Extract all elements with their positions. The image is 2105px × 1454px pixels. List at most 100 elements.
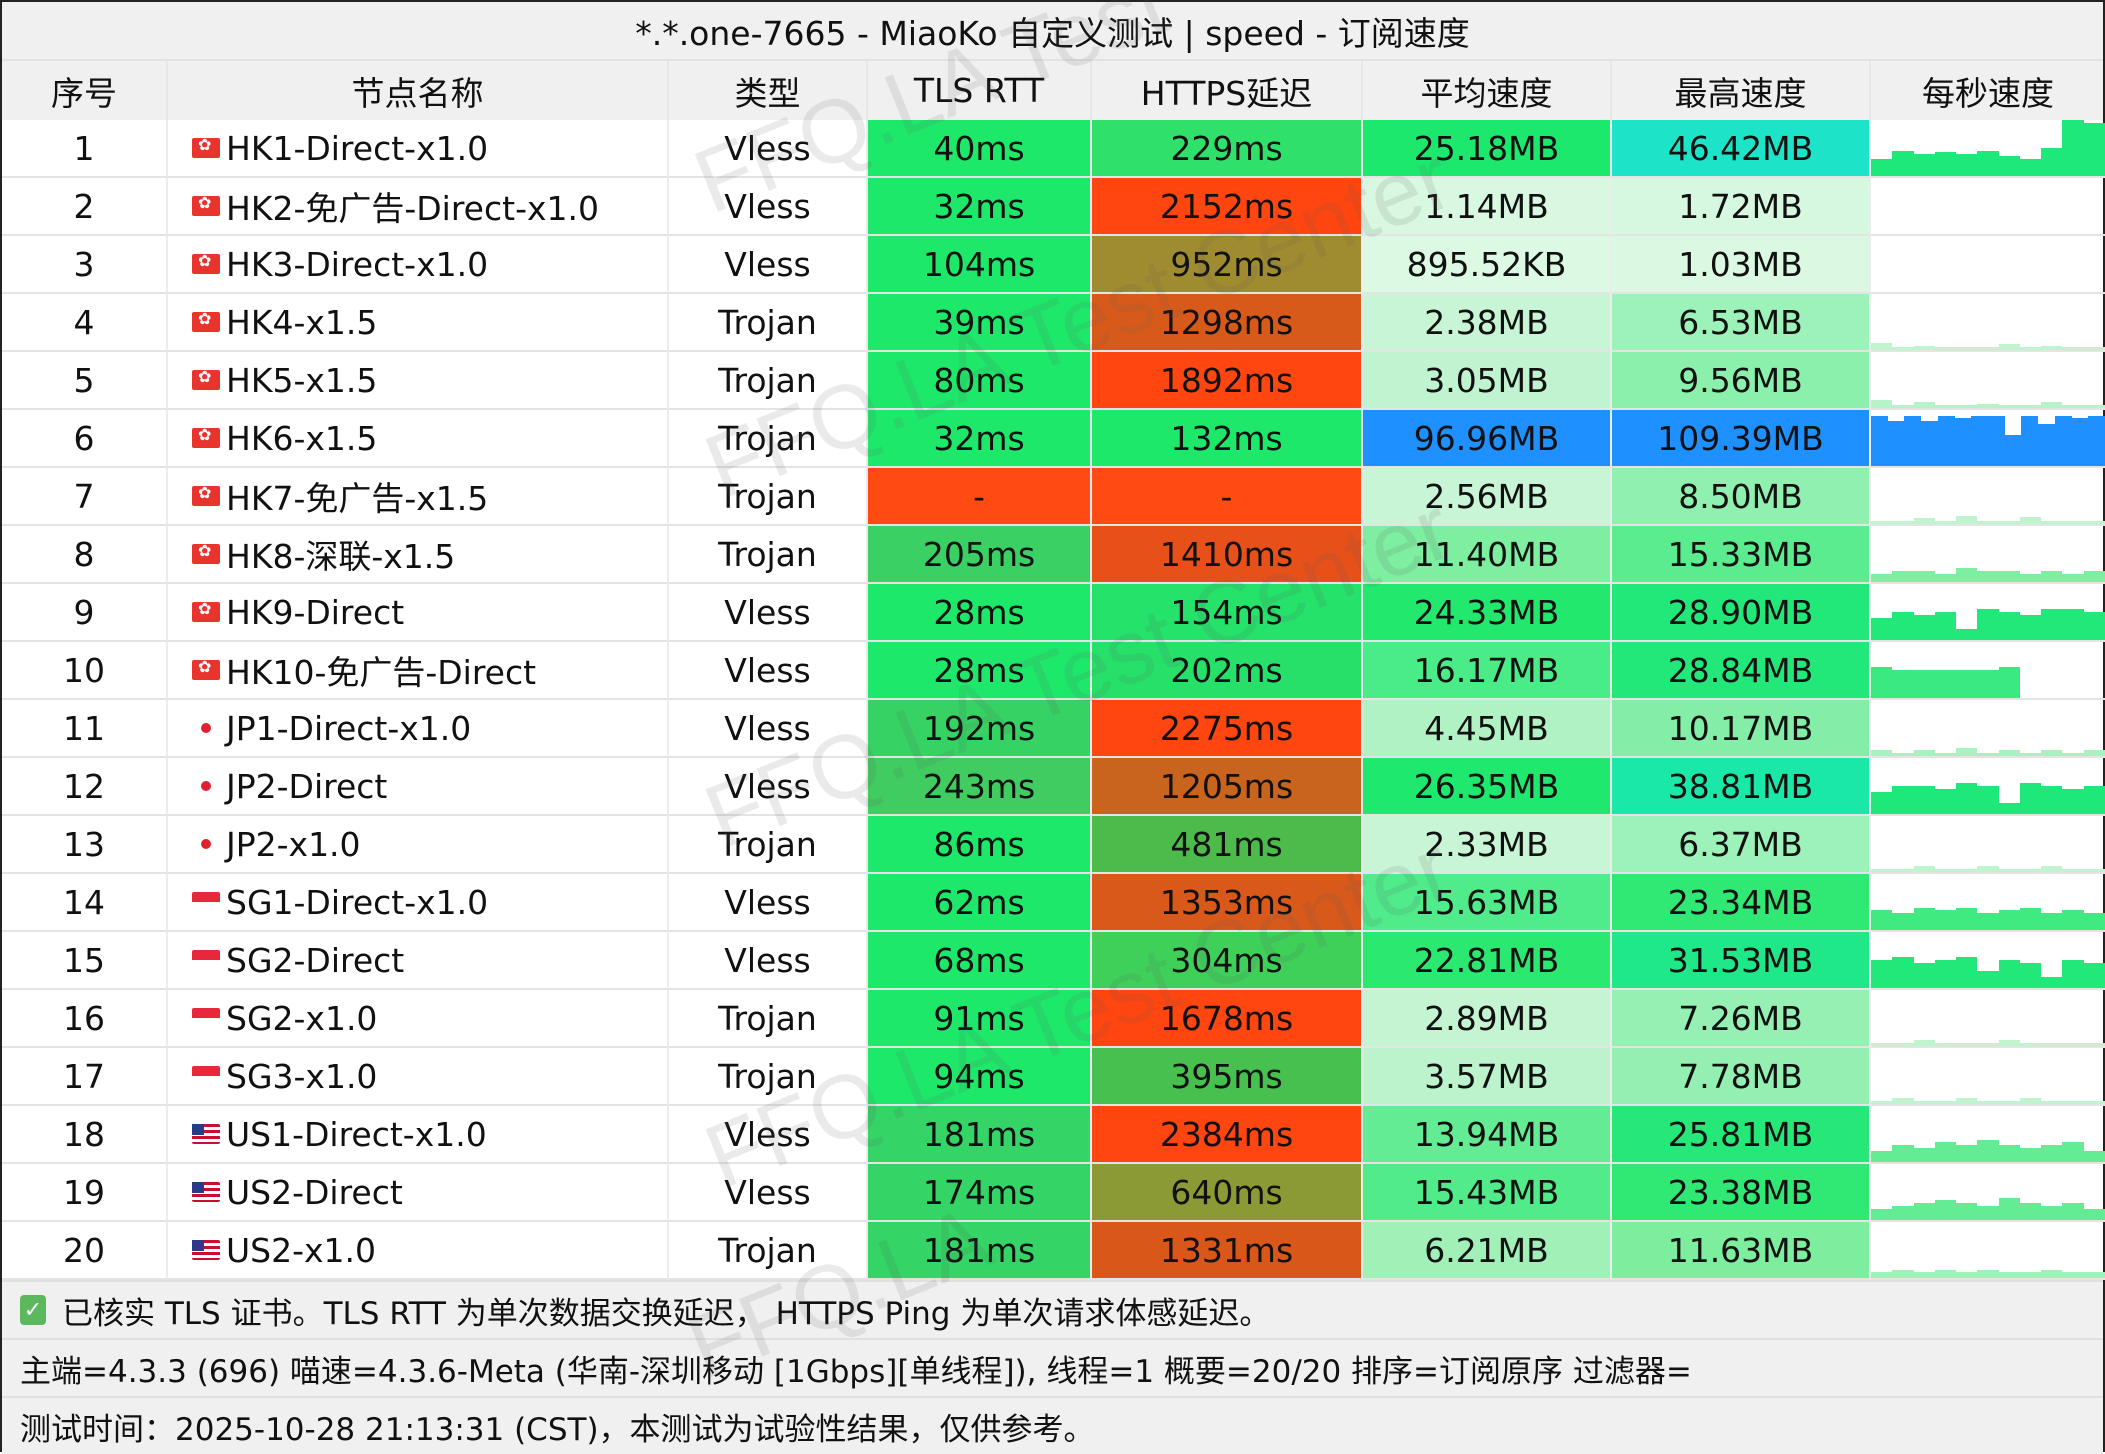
cell-node-name: US2-Direct: [168, 1164, 669, 1222]
sparkline-bar: [1934, 1269, 1957, 1278]
sparkline-bar: [1892, 150, 1914, 176]
cell-node-name: HK3-Direct-x1.0: [168, 236, 669, 294]
sparkline-bar: [2019, 962, 2042, 988]
table-row[interactable]: 18 US1-Direct-x1.0 Vless 181ms 2384ms 13.94MB…: [2, 1106, 2105, 1164]
cell-index: 10: [2, 642, 168, 700]
cell-type: Vless: [669, 642, 868, 700]
sparkline-bar: [1892, 521, 1914, 524]
table-row[interactable]: 19 US2-Direct Vless 174ms 640ms 15.43MB 23.38M…: [2, 1164, 2105, 1222]
cell-tls-rtt: 40ms: [868, 120, 1092, 178]
cell-tls-rtt: 32ms: [868, 410, 1092, 468]
cell-avg-speed: 15.63MB: [1363, 874, 1612, 932]
sparkline-bar: [1934, 612, 1957, 640]
table-row[interactable]: 11 JP1-Direct-x1.0 Vless 192ms 2275ms 4.45MB 1…: [2, 700, 2105, 758]
sparkline-bar: [1913, 1272, 1935, 1278]
header-https-latency[interactable]: HTTPS延迟: [1092, 61, 1363, 120]
cell-type: Vless: [669, 120, 868, 178]
table-row[interactable]: 17 SG3-x1.0 Trojan 94ms 395ms 3.57MB 7.78MB: [2, 1048, 2105, 1106]
cell-max-speed: 1.72MB: [1612, 178, 1871, 236]
sparkline-bar: [2019, 573, 2042, 582]
sparkline-bar: [2083, 347, 2105, 350]
cell-speed-sparkline: [1871, 1048, 2105, 1106]
cell-max-speed: 8.50MB: [1612, 468, 1871, 526]
sparkline-bar: [1934, 573, 1957, 582]
table-row[interactable]: 13 JP2-x1.0 Trojan 86ms 481ms 2.33MB 6.37MB: [2, 816, 2105, 874]
cell-type: Trojan: [669, 990, 868, 1048]
sparkline-bar: [1913, 907, 1935, 930]
table-row[interactable]: 1 HK1-Direct-x1.0 Vless40ms229ms25.18MB46.…: [2, 120, 2105, 178]
table-row[interactable]: 12 JP2-Direct Vless 243ms 1205ms 26.35MB 38.81…: [2, 758, 2105, 816]
header-type[interactable]: 类型: [669, 61, 868, 120]
sparkline-bar: [2062, 960, 2084, 988]
sparkline-bar: [2041, 976, 2063, 988]
cell-tls-rtt: 80ms: [868, 352, 1092, 410]
cell-tls-rtt: 68ms: [868, 932, 1092, 990]
sparkline-bar: [2019, 614, 2042, 640]
sparkline-bar: [1998, 869, 2020, 872]
cell-https-latency: 132ms: [1092, 410, 1363, 468]
table-row[interactable]: 16 SG2-x1.0 Trojan 91ms 1678ms 2.89MB 7.26MB: [2, 990, 2105, 1048]
table-row[interactable]: 2 HK2-免广告-Direct-x1.0 Vless32ms2152ms1.14M…: [2, 178, 2105, 236]
footer-tls-note: ✓ 已核实 TLS 证书。TLS RTT 为单次数据交换延迟， HTTPS Pin…: [2, 1280, 2103, 1338]
table-row[interactable]: 3 HK3-Direct-x1.0 Vless104ms952ms895.52KB1…: [2, 236, 2105, 294]
sparkline-bar: [1892, 1145, 1914, 1162]
sparkline-bar: [1892, 405, 1914, 408]
sparkline-bar: [1954, 418, 1972, 466]
cell-max-speed: 1.03MB: [1612, 236, 1871, 294]
cell-tls-rtt: 104ms: [868, 236, 1092, 294]
node-name-text: HK10-免广告-Direct: [226, 653, 537, 692]
cell-avg-speed: 24.33MB: [1363, 584, 1612, 642]
sparkline-bar: [2019, 869, 2042, 872]
sparkline-bar: [1913, 402, 1935, 408]
sparkline-bar: [1956, 515, 1978, 524]
node-name-text: HK2-免广告-Direct-x1.0: [226, 189, 599, 228]
cell-avg-speed: 96.96MB: [1363, 410, 1612, 468]
table-row[interactable]: 10 HK10-免广告-Direct Vless28ms202ms16.17MB28…: [2, 642, 2105, 700]
cell-index: 5: [2, 352, 168, 410]
sparkline-bar: [2083, 1150, 2105, 1162]
header-avg-speed[interactable]: 平均速度: [1363, 61, 1612, 120]
sparkline-bar: [1956, 783, 1978, 814]
header-index[interactable]: 序号: [2, 61, 168, 120]
cell-index: 12: [2, 758, 168, 816]
sparkline-bar: [1977, 570, 1999, 582]
sparkline-bar: [1913, 570, 1935, 582]
cell-index: 19: [2, 1164, 168, 1222]
header-per-second-speed[interactable]: 每秒速度: [1871, 61, 2105, 120]
cell-type: Trojan: [669, 816, 868, 874]
cell-tls-rtt: 94ms: [868, 1048, 1092, 1106]
sparkline-bar: [2083, 786, 2105, 814]
flag-jp-icon: [192, 718, 220, 738]
cell-https-latency: 640ms: [1092, 1164, 1363, 1222]
cell-avg-speed: 6.21MB: [1363, 1222, 1612, 1280]
cell-node-name: HK10-免广告-Direct: [168, 642, 669, 700]
sparkline-bar: [1977, 670, 1999, 698]
table-row[interactable]: 14 SG1-Direct-x1.0 Vless 62ms 1353ms 15.63MB 2…: [2, 874, 2105, 932]
sparkline-bar: [2083, 1208, 2105, 1220]
sparkline-bar: [1956, 1098, 1978, 1104]
sparkline-bar: [2062, 405, 2084, 408]
sparkline-bar: [1913, 1101, 1935, 1104]
cell-tls-rtt: 192ms: [868, 700, 1092, 758]
sparkline-bar: [1921, 421, 1938, 466]
header-tls-rtt[interactable]: TLS RTT: [868, 61, 1092, 120]
sparkline-bar: [1998, 1101, 2020, 1104]
node-name-text: HK3-Direct-x1.0: [226, 244, 489, 284]
cell-index: 8: [2, 526, 168, 584]
table-row[interactable]: 20 US2-x1.0 Trojan 181ms 1331ms 6.21MB 11.63MB: [2, 1222, 2105, 1280]
table-row[interactable]: 15 SG2-Direct Vless 68ms 304ms 22.81MB 31.53MB: [2, 932, 2105, 990]
sparkline-bar: [2062, 573, 2084, 582]
flag-sg-icon: [192, 950, 220, 970]
header-max-speed[interactable]: 最高速度: [1612, 61, 1871, 120]
sparkline-bar: [1913, 1203, 1935, 1220]
cell-max-speed: 7.78MB: [1612, 1048, 1871, 1106]
header-node-name[interactable]: 节点名称: [168, 61, 669, 120]
table-row[interactable]: 8 HK8-深联-x1.5 Trojan205ms1410ms11.40MB15.3…: [2, 526, 2105, 584]
sparkline-bar: [1871, 910, 1893, 930]
sparkline-bar: [2019, 1043, 2042, 1046]
